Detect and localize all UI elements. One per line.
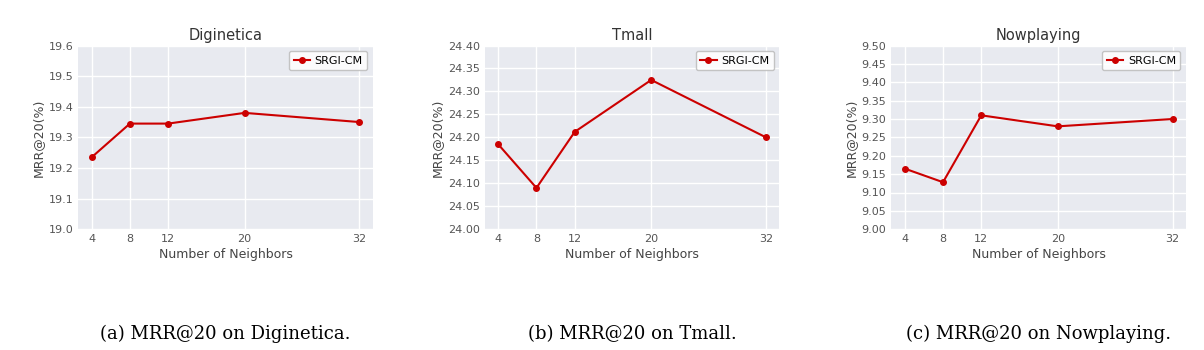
SRGI-CM: [530, 186, 544, 190]
Legend: SRGI-CM: SRGI-CM: [1102, 51, 1180, 70]
SRGI-CM: [84, 155, 99, 159]
X-axis label: Number of Neighbors: Number of Neighbors: [972, 248, 1105, 261]
Legend: SRGI-CM: SRGI-CM: [289, 51, 367, 70]
Title: Tmall: Tmall: [612, 28, 653, 43]
Legend: SRGI-CM: SRGI-CM: [696, 51, 774, 70]
X-axis label: Number of Neighbors: Number of Neighbors: [565, 248, 700, 261]
SRGI-CM: [161, 121, 176, 126]
Line: SRGI-CM: SRGI-CM: [902, 113, 1175, 185]
SRGI-CM: [644, 78, 659, 82]
SRGI-CM: [1165, 117, 1180, 121]
Text: (a) MRR@20 on Diginetica.: (a) MRR@20 on Diginetica.: [100, 325, 350, 343]
SRGI-CM: [897, 167, 911, 171]
SRGI-CM: [353, 120, 367, 124]
SRGI-CM: [237, 111, 252, 115]
Text: (b) MRR@20 on Tmall.: (b) MRR@20 on Tmall.: [527, 325, 737, 343]
SRGI-CM: [936, 180, 950, 184]
SRGI-CM: [567, 130, 582, 134]
Y-axis label: MRR@20(%): MRR@20(%): [31, 98, 45, 176]
Title: Nowplaying: Nowplaying: [996, 28, 1081, 43]
SRGI-CM: [974, 113, 988, 117]
SRGI-CM: [123, 121, 137, 126]
Line: SRGI-CM: SRGI-CM: [495, 77, 769, 191]
X-axis label: Number of Neighbors: Number of Neighbors: [159, 248, 293, 261]
SRGI-CM: [759, 135, 773, 139]
Text: (c) MRR@20 on Nowplaying.: (c) MRR@20 on Nowplaying.: [907, 325, 1171, 343]
SRGI-CM: [1051, 124, 1066, 128]
Title: Diginetica: Diginetica: [189, 28, 262, 43]
Y-axis label: MRR@20(%): MRR@20(%): [844, 98, 857, 176]
SRGI-CM: [491, 142, 506, 146]
Y-axis label: MRR@20(%): MRR@20(%): [431, 98, 444, 176]
Line: SRGI-CM: SRGI-CM: [89, 110, 362, 160]
